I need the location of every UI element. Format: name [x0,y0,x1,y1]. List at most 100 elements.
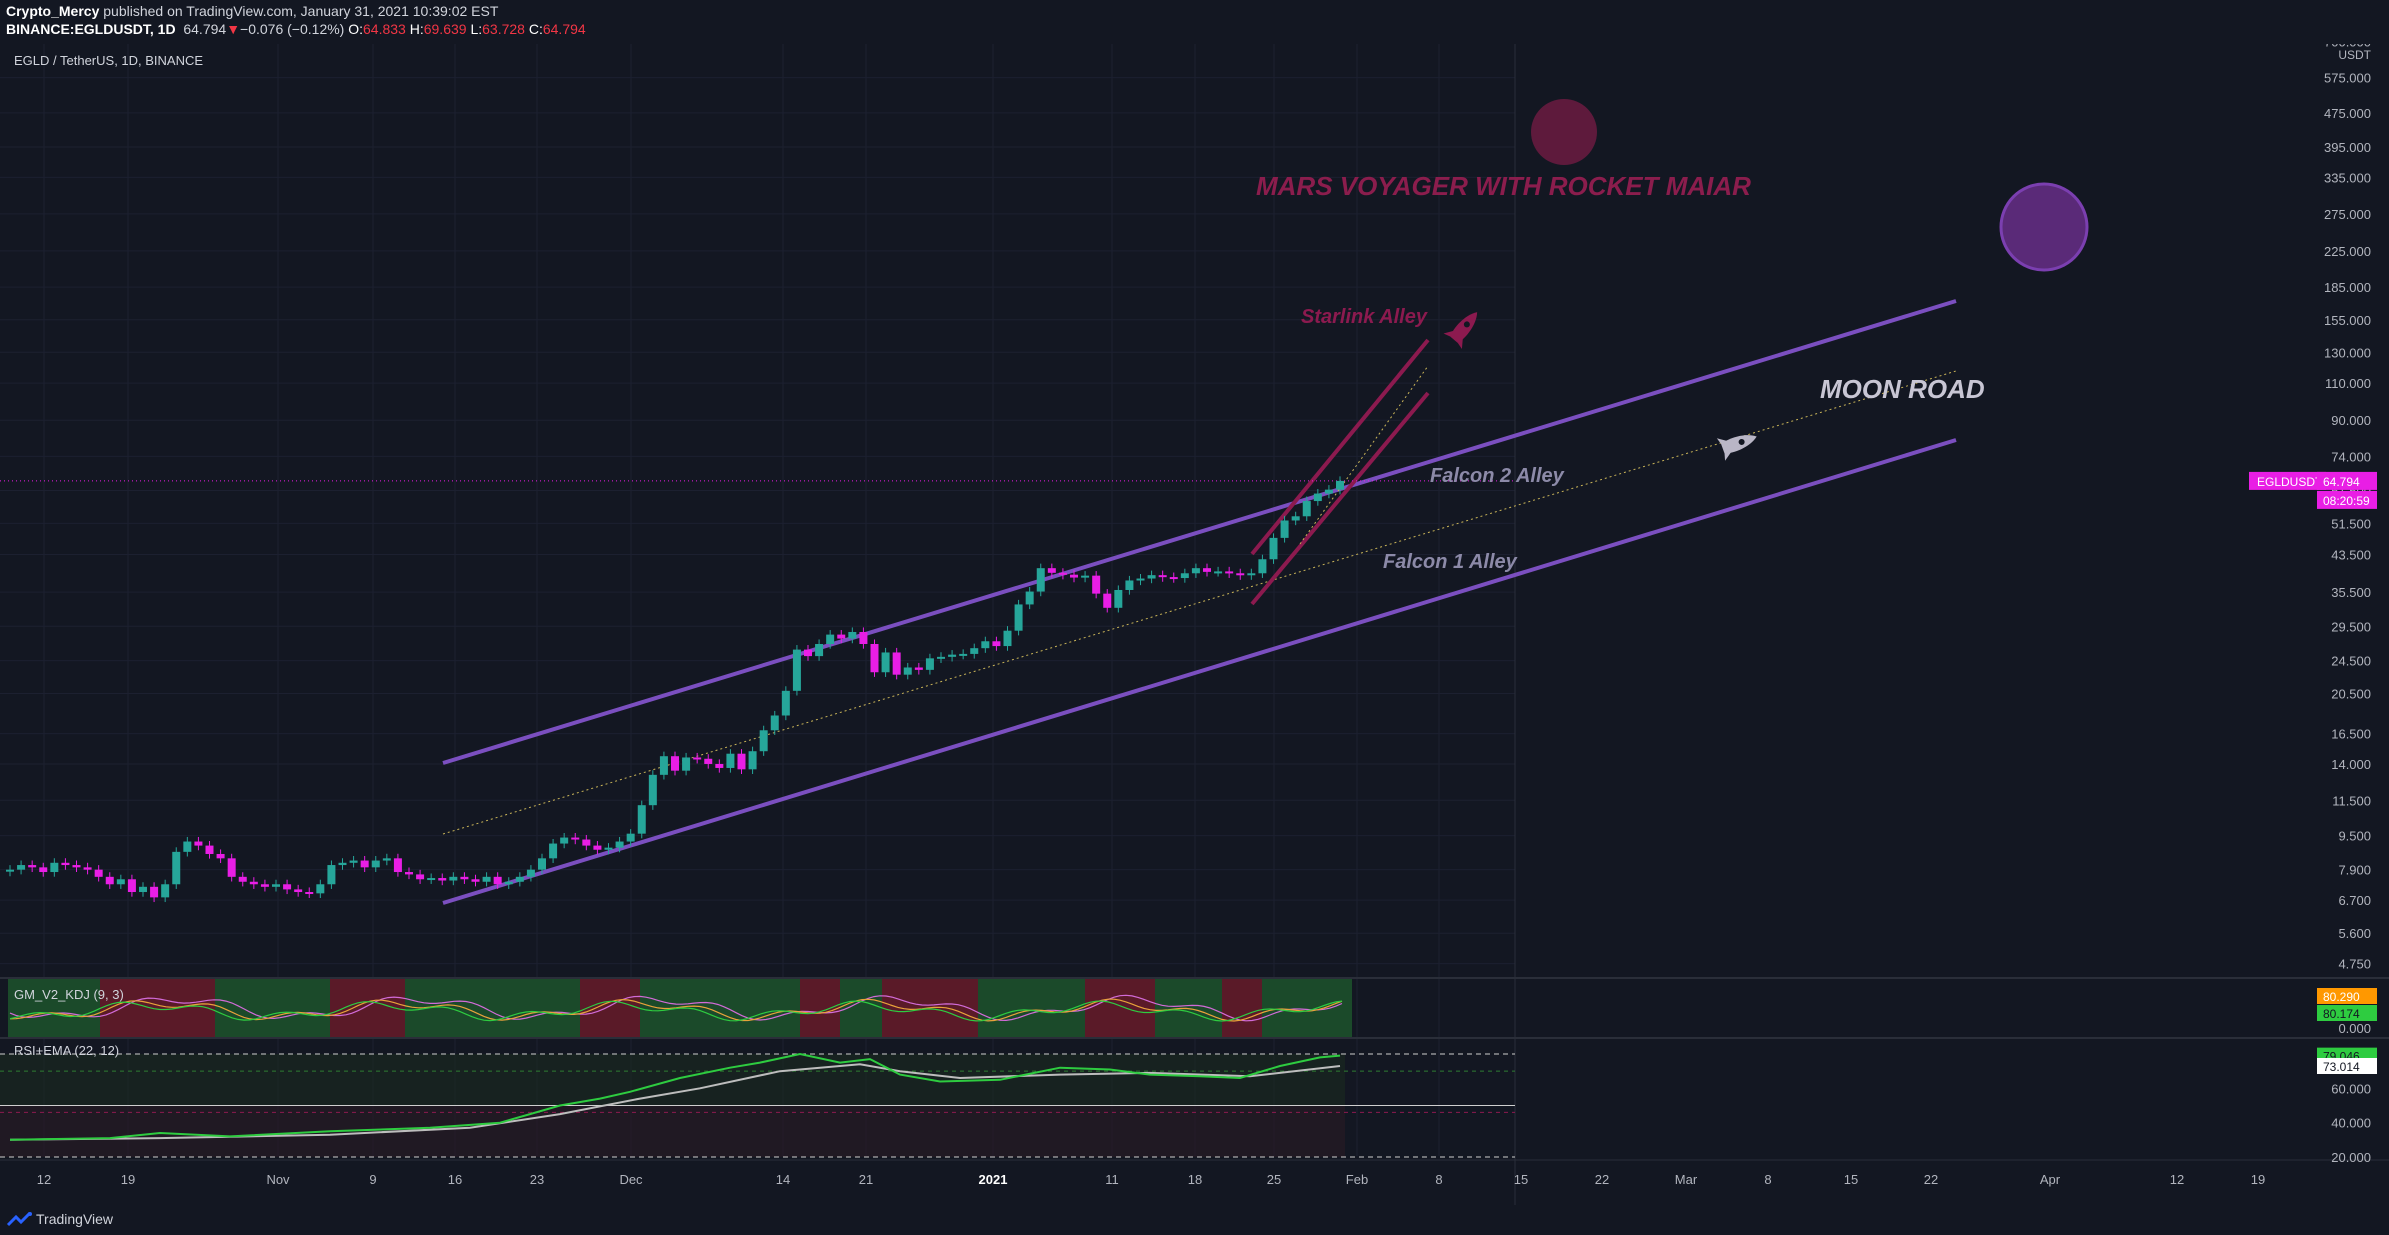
time-tick: 14 [776,1172,790,1187]
down-arrow-icon: ▼ [226,21,241,37]
price-tick: 43.500 [2331,548,2371,563]
candle-body [1158,575,1167,578]
time-tick: 9 [369,1172,376,1187]
candle-body [427,878,436,881]
candle-body [715,763,724,768]
price-axis-unit: USDT [2338,48,2371,62]
time-tick: Dec [619,1172,643,1187]
candle-body [238,876,247,882]
candle-body [970,648,979,654]
candle-body [338,862,347,866]
channel-median-line [442,370,1957,835]
low-label: L: [470,21,483,37]
candle-body [659,756,668,775]
symbol-name: BINANCE:EGLDUSDT, 1D [6,21,176,37]
candle-body [903,667,912,675]
time-tick: Apr [2040,1172,2061,1187]
candle-body [1280,520,1289,538]
candle-body [83,867,92,870]
price-change: −0.076 (−0.12%) [240,21,345,37]
candle-body [194,841,203,846]
kdj-zone [800,979,840,1037]
last-price: 64.794 [183,21,227,37]
price-tick: 7.900 [2338,863,2371,878]
price-tick: 335.000 [2324,170,2371,185]
rocket-window [1738,438,1745,445]
axes: 700.000 575.000 475.000 395.000 335.000 275.0… [37,44,2377,1187]
falcon1-annotation: Falcon 1 Alley [1383,551,1518,573]
candle-body [881,652,890,673]
candle-body [748,751,757,770]
channel-lower-line [442,438,1957,905]
tradingview-brand[interactable]: TradingView [36,1211,114,1227]
candle-body [161,884,170,898]
candle-body [1236,573,1245,576]
time-tick: 12 [2170,1172,2184,1187]
time-tick: 18 [1188,1172,1202,1187]
candle-body [682,757,691,771]
price-tick: 51.500 [2331,516,2371,531]
candle-body [1180,573,1189,579]
kdj-zone [1155,979,1222,1037]
candle-body [1313,493,1322,502]
time-tick: 15 [1514,1172,1528,1187]
rsi-title: RSI+EMA (22, 12) [14,1043,119,1058]
time-tick: 22 [1595,1172,1609,1187]
kdj-value-bg [2317,988,2377,1004]
kdj-title: GM_V2_KDJ (9, 3) [14,987,124,1002]
candle-body [671,756,679,771]
candle-body [249,881,258,885]
candle-body [1258,559,1267,574]
candle-body [626,833,635,842]
price-tick: 130.000 [2324,345,2371,360]
candle-body [1225,571,1234,574]
candle-body [405,872,413,875]
price-tick: 35.500 [2331,585,2371,600]
candle-body [837,634,846,639]
rsi-ema-line [9,1063,1341,1141]
pane-borders [0,44,2389,1205]
candle-body [94,869,103,877]
candle-body [937,656,945,659]
candle-body [770,715,779,731]
trend-channels [0,299,1957,905]
candle-body [693,757,702,760]
kdj-zone [215,979,330,1037]
moon-rocket-icon [1716,435,1757,461]
time-tick: 12 [37,1172,51,1187]
candle-body [1214,571,1223,574]
time-tick: 8 [1764,1172,1771,1187]
candle-body [781,690,790,716]
high-label: H: [409,21,424,37]
candle-body [460,876,469,880]
candle-body [526,869,535,877]
chart-labels: EGLD / TetherUS, 1D, BINANCE [14,53,203,68]
price-tick: 185.000 [2324,280,2371,295]
candle-body [1058,572,1067,575]
candle-body [571,837,580,840]
kdj-tick: 0.000 [2338,1021,2371,1036]
rocket-body [1721,435,1757,454]
candle-body [538,858,546,870]
grid-lines [0,44,1515,1156]
time-tick: 23 [530,1172,544,1187]
candle-body [914,667,923,670]
starlink-rocket-icon [1443,312,1478,349]
chart-area[interactable]: MARS VOYAGER WITH ROCKET MAIAR Starlink A… [0,44,2389,1205]
author-name[interactable]: Crypto_Mercy [6,3,100,19]
candle-body [471,879,480,882]
candle-body [183,841,192,852]
candle-body [1025,591,1034,605]
price-tick: 20.500 [2331,687,2371,702]
candle-body [1247,573,1256,576]
rocket-body [1450,312,1478,343]
countdown-bg [2317,490,2377,509]
candle-body [127,879,136,893]
starlink-median-line [1299,365,1429,545]
candle-body [726,753,735,768]
candle-body [870,644,879,673]
tradingview-logo-icon[interactable] [6,1212,32,1228]
candle-body [704,758,713,764]
candle-body [449,876,458,881]
